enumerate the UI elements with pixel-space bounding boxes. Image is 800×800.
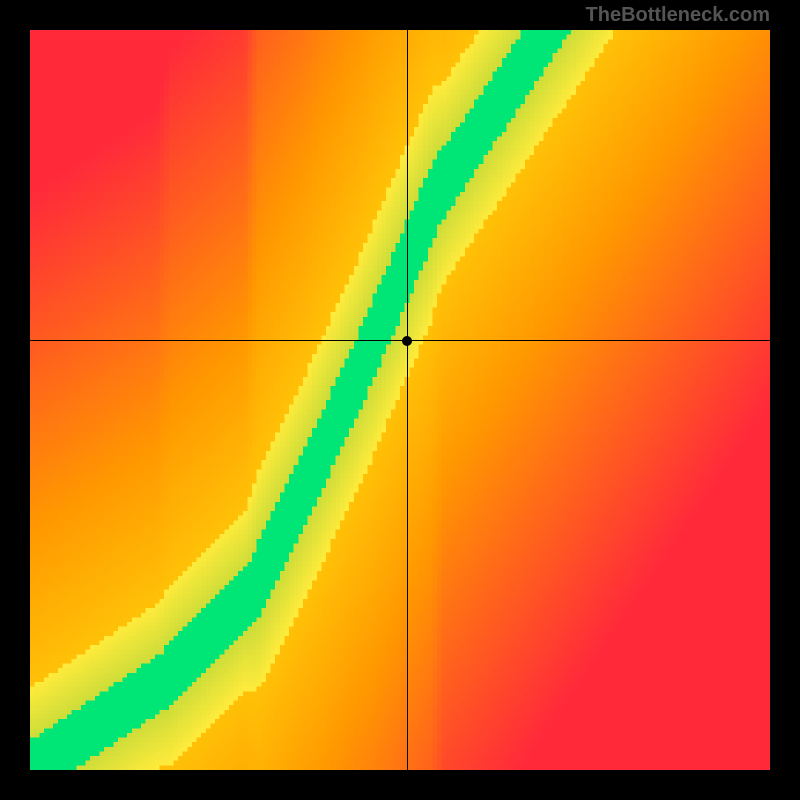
heatmap-plot xyxy=(30,30,770,770)
chart-container: TheBottleneck.com xyxy=(0,0,800,800)
target-point xyxy=(402,336,412,346)
heatmap-canvas xyxy=(30,30,770,770)
watermark-text: TheBottleneck.com xyxy=(586,4,770,27)
crosshair-horizontal xyxy=(30,340,770,341)
crosshair-vertical xyxy=(407,30,408,770)
